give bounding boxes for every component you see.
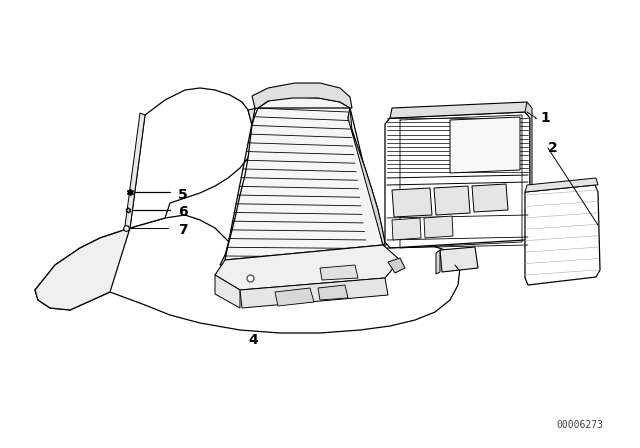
Polygon shape (472, 184, 508, 212)
Polygon shape (385, 112, 530, 248)
Polygon shape (318, 285, 348, 300)
Text: 5: 5 (178, 188, 188, 202)
Polygon shape (215, 245, 400, 290)
Polygon shape (388, 258, 405, 273)
Text: 1: 1 (540, 111, 550, 125)
Polygon shape (392, 188, 432, 217)
Polygon shape (248, 83, 352, 125)
Polygon shape (392, 218, 421, 240)
Text: 00006273: 00006273 (557, 420, 604, 430)
Polygon shape (525, 102, 532, 245)
Polygon shape (348, 108, 385, 245)
Text: 6: 6 (178, 205, 188, 219)
Polygon shape (240, 278, 388, 308)
Polygon shape (35, 215, 460, 333)
Polygon shape (440, 247, 478, 272)
Polygon shape (320, 265, 358, 280)
Polygon shape (525, 178, 598, 192)
Polygon shape (390, 102, 530, 118)
Text: 4: 4 (248, 333, 258, 347)
Polygon shape (434, 186, 470, 215)
Polygon shape (275, 288, 314, 306)
Polygon shape (35, 228, 130, 310)
Text: 7: 7 (178, 223, 188, 237)
Text: 3: 3 (455, 258, 465, 272)
Polygon shape (220, 97, 385, 278)
Polygon shape (525, 185, 600, 285)
Polygon shape (215, 275, 240, 308)
Text: 2: 2 (548, 141, 557, 155)
Polygon shape (130, 88, 252, 228)
Polygon shape (125, 113, 145, 228)
Polygon shape (436, 250, 440, 274)
Polygon shape (450, 117, 520, 173)
Polygon shape (424, 216, 453, 238)
